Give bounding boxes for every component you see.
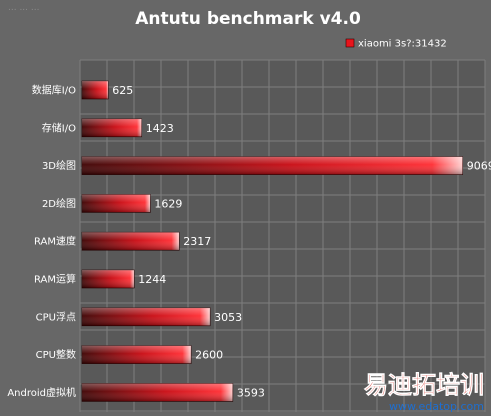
bar-shading xyxy=(82,345,192,364)
bars: 数据库I/O 625 存储I/O 1423 3D绘图 9069 2D绘图 1629 RAM速度 2… xyxy=(7,80,491,402)
category-label: RAM速度 xyxy=(34,235,76,248)
watermark: 易迪拓培训 www.edatop.com xyxy=(364,371,485,413)
category-label: CPU整数 xyxy=(36,348,76,361)
watermark-main: 易迪拓培训 xyxy=(364,371,484,399)
value-label: 3593 xyxy=(237,386,265,399)
value-label: 625 xyxy=(112,84,133,97)
category-label: 2D绘图 xyxy=(42,197,76,210)
chart-title: Antutu benchmark v4.0 xyxy=(135,9,361,29)
category-label: Android虚拟机 xyxy=(7,386,76,399)
category-label: 存储I/O xyxy=(42,121,76,134)
bar-shading xyxy=(82,156,463,175)
value-label: 1244 xyxy=(138,273,166,286)
category-label: RAM运算 xyxy=(34,273,76,286)
legend-swatch xyxy=(345,38,355,48)
bar-shading xyxy=(82,118,142,137)
value-label: 1629 xyxy=(154,197,182,210)
bar-shading xyxy=(82,232,180,251)
value-label: 1423 xyxy=(146,122,174,135)
legend-entry: xiaomi 3s?:31432 xyxy=(358,39,447,50)
bar-shading xyxy=(82,81,109,99)
bar-shading xyxy=(82,383,233,402)
bar-shading xyxy=(82,194,151,213)
value-label: 2317 xyxy=(183,235,211,248)
category-label: 3D绘图 xyxy=(42,159,76,172)
bar-shading xyxy=(82,307,211,326)
faint-header-text: ... ... ... xyxy=(8,3,39,13)
value-label: 2600 xyxy=(195,349,223,362)
value-label: 9069 xyxy=(467,160,491,173)
category-label: 数据库I/O xyxy=(32,84,76,97)
watermark-sub: www.edatop.com xyxy=(389,400,484,413)
category-label: CPU浮点 xyxy=(36,311,76,323)
bar-shading xyxy=(82,270,135,288)
legend: xiaomi 3s?:31432 xyxy=(345,38,447,50)
value-label: 3053 xyxy=(214,311,242,324)
